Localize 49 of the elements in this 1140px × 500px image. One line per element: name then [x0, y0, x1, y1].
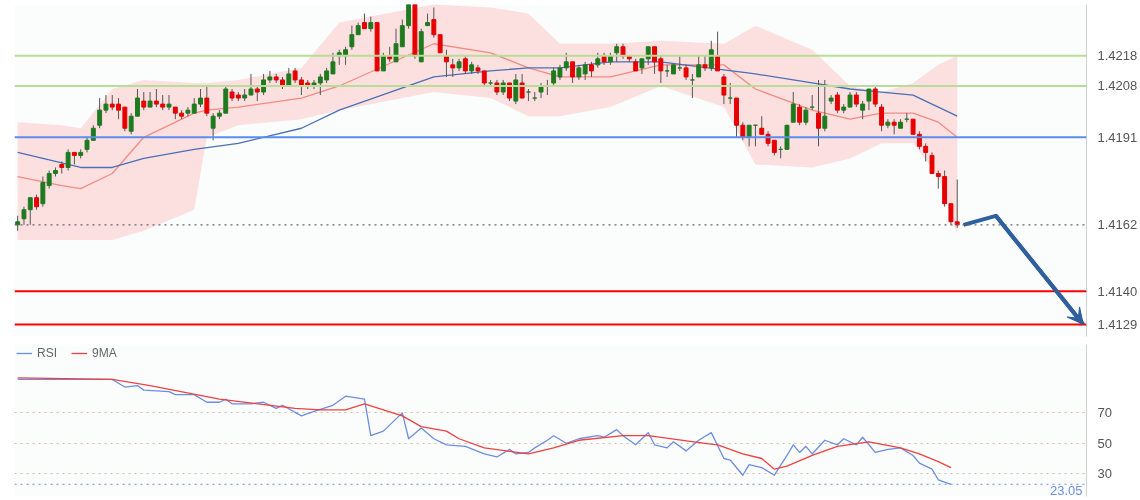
candlestick	[141, 91, 147, 111]
candlestick	[797, 103, 803, 126]
candlestick	[570, 61, 576, 84]
y-tick-label: 1.4208	[1097, 78, 1138, 94]
candlestick	[147, 91, 153, 108]
candlestick	[860, 100, 866, 120]
y-tick-label: 1.4140	[1097, 283, 1138, 299]
candlestick	[696, 55, 702, 78]
candlestick	[885, 118, 891, 129]
candlestick	[40, 176, 46, 208]
y-tick-label: 1.4129	[1097, 316, 1138, 332]
candlestick	[727, 82, 733, 105]
y-tick-label: 50	[1097, 435, 1112, 451]
candlestick	[879, 103, 885, 132]
ref-line-label: 23.05	[1049, 483, 1083, 499]
legend-label: 9MA	[92, 346, 117, 360]
candlestick	[582, 61, 588, 81]
candlestick	[519, 73, 525, 99]
candlestick	[538, 82, 544, 99]
y-tick-label: 70	[1097, 405, 1112, 421]
candlestick	[27, 197, 33, 226]
candlestick	[431, 7, 437, 39]
candlestick	[822, 79, 828, 132]
candlestick	[21, 206, 27, 226]
candlestick	[702, 55, 708, 72]
candlestick	[689, 73, 695, 99]
candlestick	[513, 73, 519, 105]
candlestick	[715, 31, 721, 72]
candlestick	[816, 79, 821, 147]
candlestick	[872, 85, 878, 108]
legend-label: RSI	[37, 346, 58, 360]
candlestick	[65, 148, 71, 171]
candlestick	[437, 34, 443, 54]
y-tick-label: 1.4162	[1097, 217, 1138, 233]
candlestick	[349, 25, 355, 51]
candlestick	[790, 91, 796, 123]
y-tick-label: 1.4218	[1097, 48, 1138, 64]
line-series	[17, 43, 958, 190]
candlestick	[462, 55, 468, 75]
y-tick-label: 30	[1097, 466, 1112, 482]
candlestick	[166, 94, 172, 111]
candlestick	[803, 106, 809, 126]
y-tick-label: 1.4191	[1097, 129, 1138, 145]
candlestick	[380, 52, 386, 72]
candlestick	[614, 43, 620, 63]
candlestick	[834, 91, 840, 114]
candlestick	[450, 58, 456, 78]
candlestick	[866, 88, 872, 111]
candlestick	[204, 85, 210, 117]
